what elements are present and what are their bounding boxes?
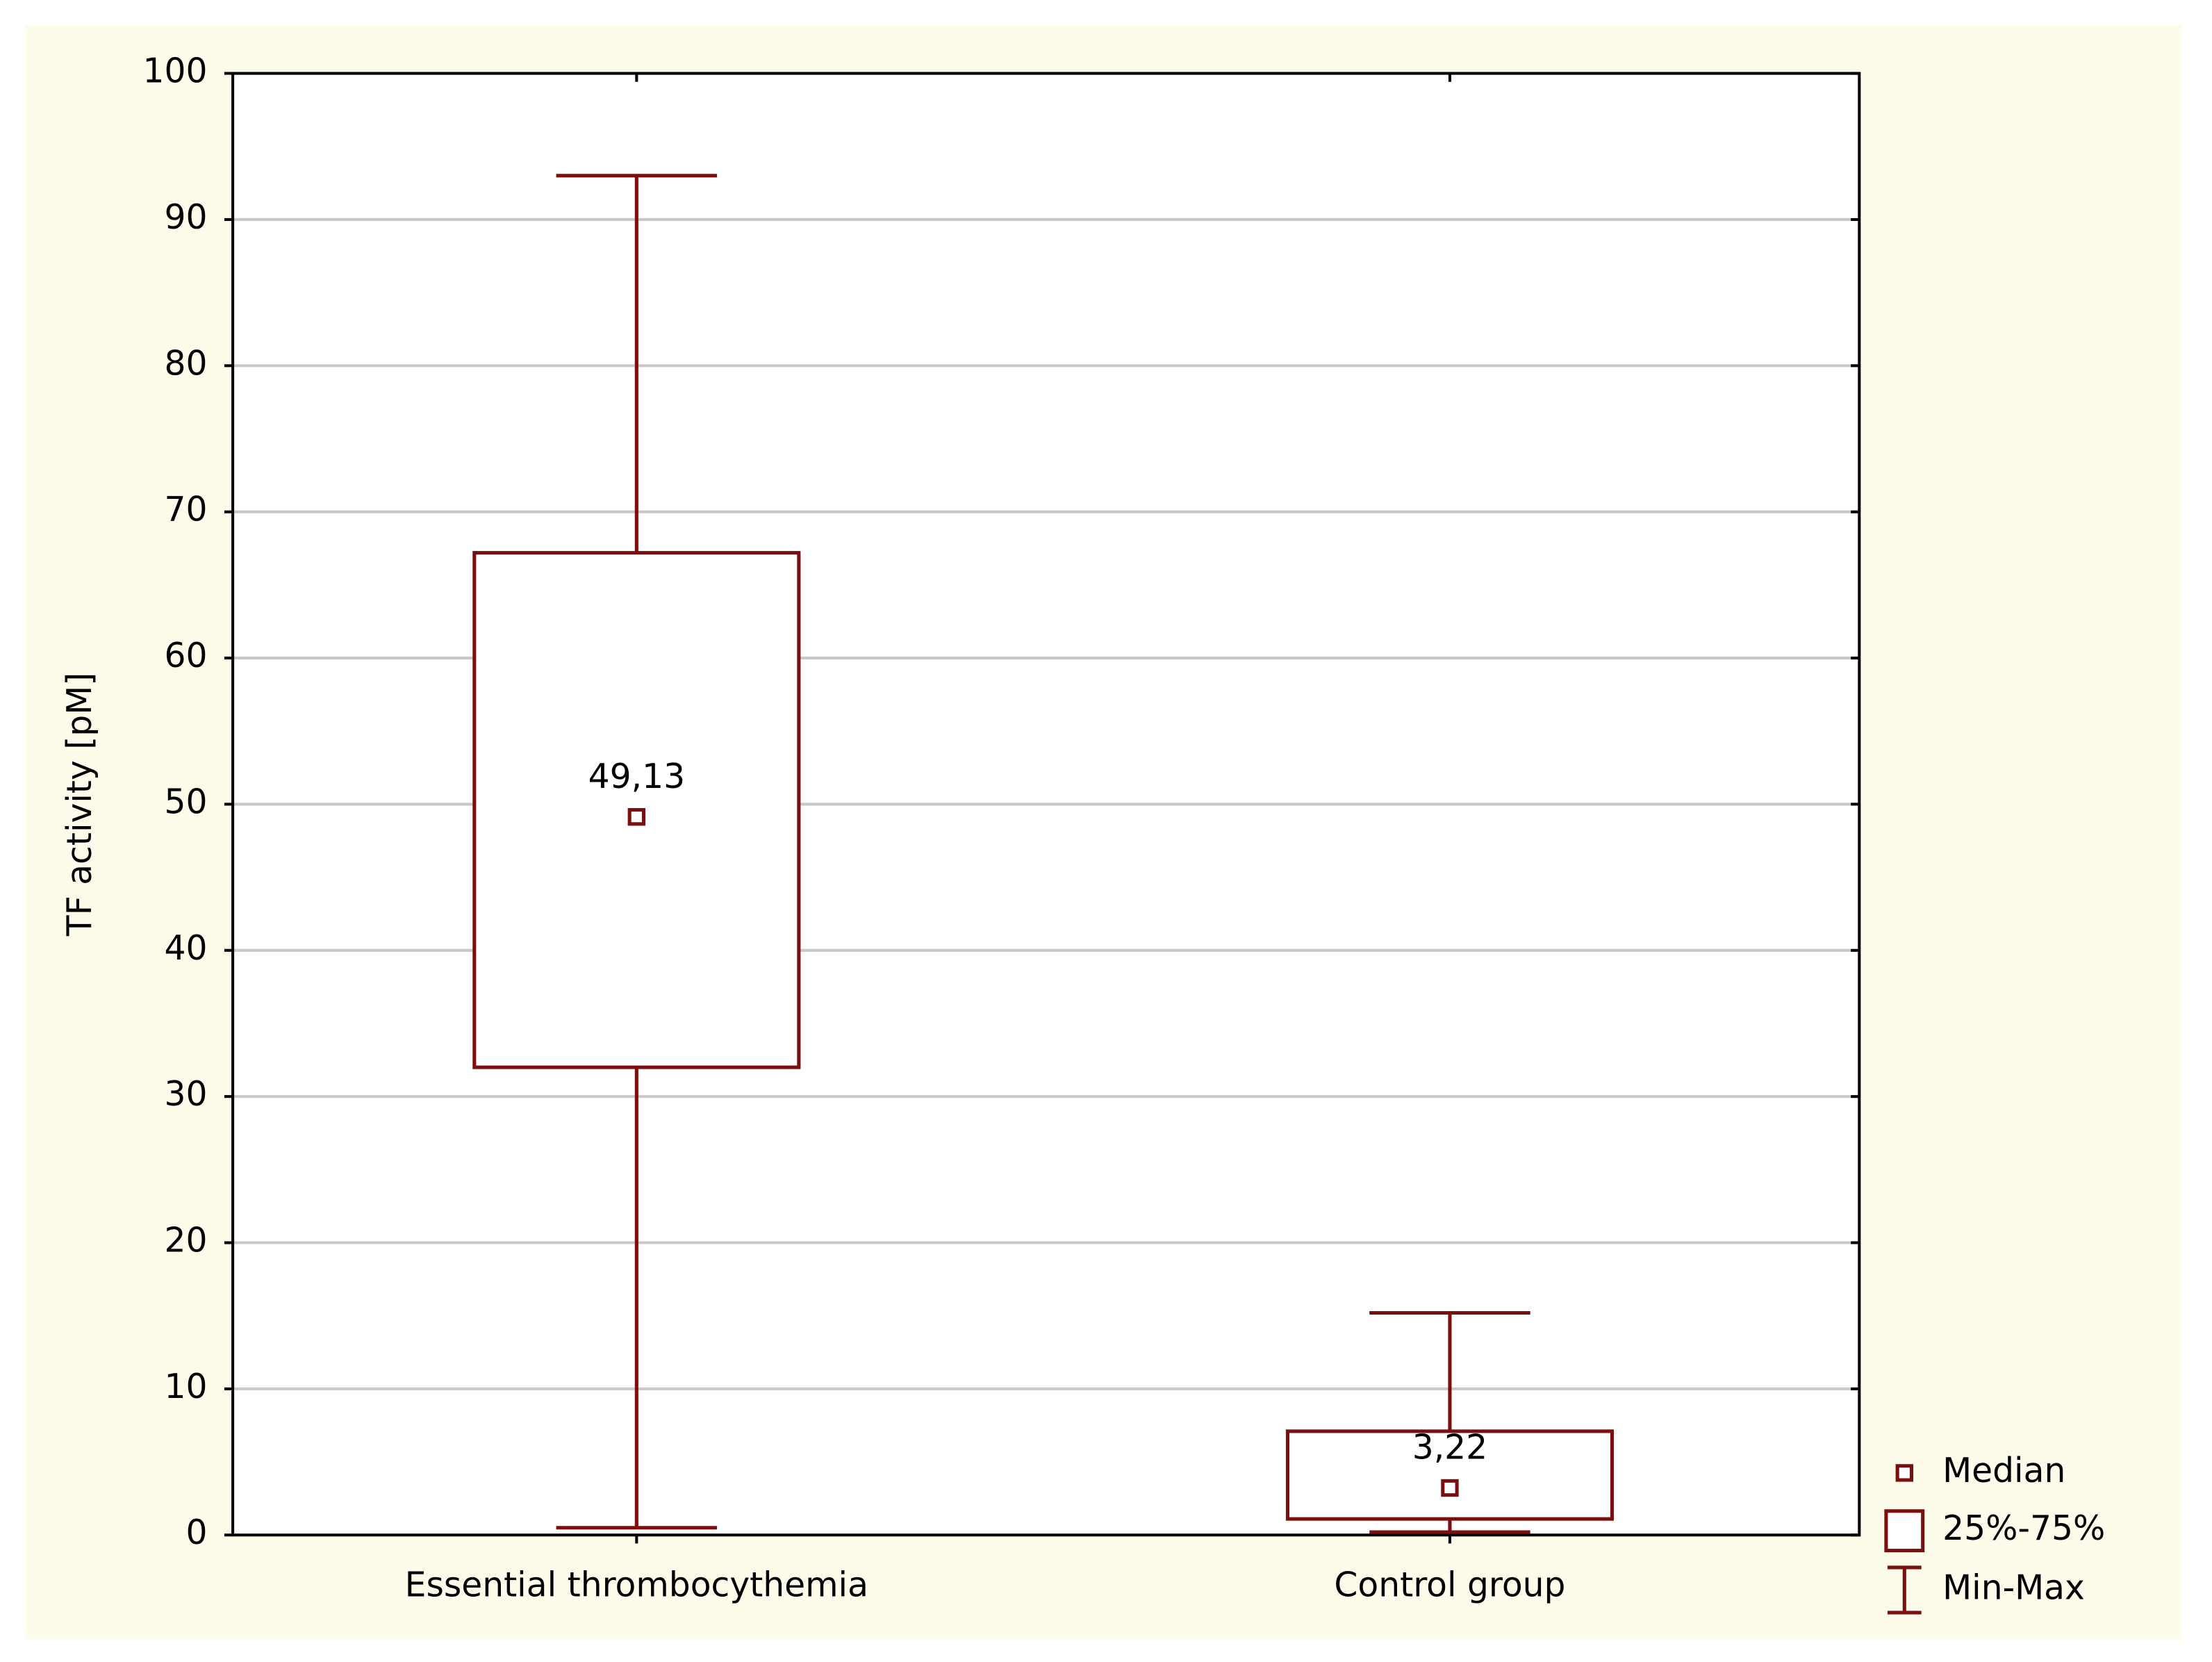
- y-tick-label: 100: [143, 52, 208, 91]
- y-tick-label: 10: [165, 1367, 208, 1406]
- plot-frame: [231, 72, 1861, 1537]
- legend-label: Median: [1942, 1451, 2065, 1490]
- y-tick-label: 70: [165, 491, 208, 529]
- y-axis-label: TF activity [pM]: [60, 673, 99, 937]
- legend-label: Min-Max: [1942, 1568, 2085, 1607]
- median-label: 3,22: [1412, 1429, 1487, 1467]
- y-tick-label: 40: [165, 929, 208, 968]
- median-marker: [1441, 1479, 1459, 1497]
- median-label: 49,13: [588, 757, 685, 796]
- box: [1285, 1429, 1615, 1521]
- y-tick-label: 20: [165, 1221, 208, 1260]
- legend-label: 25%-75%: [1942, 1509, 2105, 1548]
- legend-median-symbol: [1895, 1464, 1913, 1482]
- y-tick-label: 30: [165, 1075, 208, 1114]
- median-marker: [627, 808, 646, 826]
- y-tick-label: 50: [165, 782, 208, 821]
- legend-box-symbol: [1884, 1509, 1925, 1553]
- x-tick-label: Control group: [1334, 1565, 1565, 1604]
- x-tick-label: Essential thrombocythemia: [405, 1565, 868, 1604]
- y-tick-label: 60: [165, 636, 208, 675]
- y-tick-label: 0: [186, 1513, 208, 1552]
- y-tick-label: 80: [165, 344, 208, 383]
- y-tick-label: 90: [165, 198, 208, 237]
